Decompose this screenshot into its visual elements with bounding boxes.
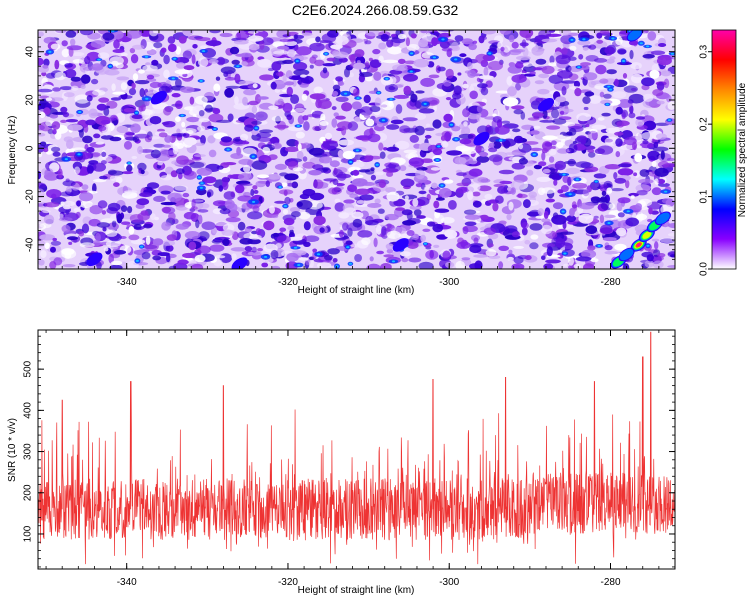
snr-series-line [38,331,675,565]
snr-frame [37,329,676,570]
hotspot-9 [86,252,103,267]
spectrogram-ytick-label: 20 [25,94,36,106]
hotspot-10 [231,257,248,269]
snr-xlabel: Height of straight line (km) [298,585,415,596]
hotspot-8 [392,238,409,252]
snr-xtick-label: -280 [600,577,620,588]
snr-ytick-label: 200 [23,484,34,501]
snr-ytick-label: 400 [23,402,34,419]
snr-ytick-label: 100 [23,525,34,542]
snr-ytick-label: 300 [23,443,34,460]
spectrogram-chart: -340 -320 -300 -280 -40 -20 0 20 40 Height of st… [7,29,748,296]
hotspot-3 [654,211,671,226]
colorbar-gradient [711,29,737,270]
spectrogram-frame [37,29,676,270]
hotspot-7 [473,131,490,146]
spectrogram-xtick-label: -300 [439,277,459,288]
spectrogram-ytick-label: -40 [25,237,36,252]
spectrogram-noise [38,30,675,269]
snr-background [38,330,675,569]
snr-chart: -340 -320 -300 -280 100 200 300 400 500 Height o… [7,329,676,596]
spectrogram-ytick-label: 0 [25,145,36,151]
spectrogram-ylabel: Frequency (Hz) [7,116,18,185]
hotspot-11 [150,90,167,105]
hotspot-5 [618,247,635,262]
spectrogram-xtick-label: -320 [278,277,298,288]
hotspot-12 [537,98,555,112]
spectrogram-hotspots [86,30,671,269]
snr-xtick-label: -340 [117,577,137,588]
colorbar-label: Normalized spectral amplitude [737,82,748,217]
hotspot-6 [626,30,643,42]
spectrogram-xlabel: Height of straight line (km) [298,285,415,296]
spectrogram-xtick-label: -340 [117,277,137,288]
spectrogram-ytick-label: 40 [25,46,36,58]
snr-ylabel: SNR (10 * v/v) [7,418,18,482]
spectrogram-ytick-label: -20 [25,189,36,204]
snr-xtick-label: -300 [439,577,459,588]
page-title: C2E6.2024.266.08.59.G32 [291,2,459,18]
colorbar-tick-label: 0.2 [699,117,710,131]
snr-ytick-label: 500 [23,360,34,377]
colorbar: 0.0 0.1 0.2 0.3 [699,29,737,276]
spectrogram-xtick-label: -280 [600,277,620,288]
snr-xtick-label: -320 [278,577,298,588]
colorbar-tick-label: 0.3 [699,44,710,58]
colorbar-tick-label: 0.0 [699,262,710,276]
colorbar-tick-label: 0.1 [699,189,710,203]
